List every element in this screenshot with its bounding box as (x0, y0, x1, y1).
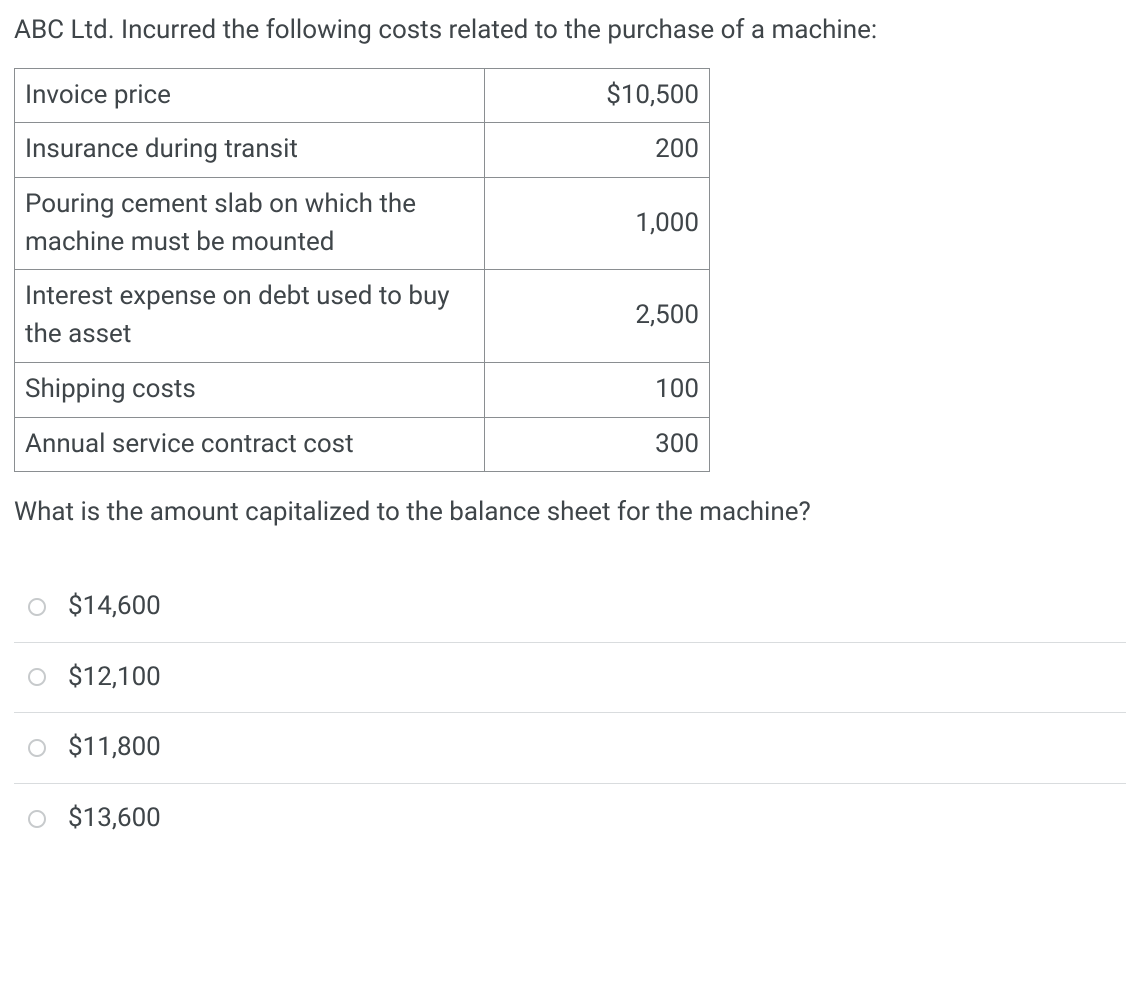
question-intro: ABC Ltd. Incurred the following costs re… (14, 12, 1126, 50)
radio-icon[interactable] (28, 810, 46, 828)
cost-value: 2,500 (485, 270, 710, 362)
radio-icon[interactable] (28, 668, 46, 686)
table-row: Insurance during transit 200 (15, 123, 710, 178)
radio-icon[interactable] (28, 598, 46, 616)
cost-label: Interest expense on debt used to buy the… (15, 270, 485, 362)
cost-table: Invoice price $10,500 Insurance during t… (14, 68, 710, 473)
option-label: $12,100 (68, 659, 161, 697)
cost-label: Invoice price (15, 68, 485, 123)
table-row: Interest expense on debt used to buy the… (15, 270, 710, 362)
answer-option[interactable]: $14,600 (14, 572, 1126, 643)
answer-options: $14,600 $12,100 $11,800 $13,600 (14, 572, 1126, 854)
cost-value: 100 (485, 362, 710, 417)
cost-label: Shipping costs (15, 362, 485, 417)
cost-value: 1,000 (485, 178, 710, 270)
table-row: Invoice price $10,500 (15, 68, 710, 123)
table-row: Shipping costs 100 (15, 362, 710, 417)
answer-option[interactable]: $13,600 (14, 784, 1126, 854)
cost-label: Pouring cement slab on which the machine… (15, 178, 485, 270)
answer-option[interactable]: $11,800 (14, 713, 1126, 784)
radio-icon[interactable] (28, 739, 46, 757)
table-row: Pouring cement slab on which the machine… (15, 178, 710, 270)
cost-value: $10,500 (485, 68, 710, 123)
option-label: $14,600 (68, 588, 161, 626)
cost-value: 200 (485, 123, 710, 178)
cost-value: 300 (485, 417, 710, 472)
question-prompt: What is the amount capitalized to the ba… (14, 494, 1126, 532)
cost-label: Insurance during transit (15, 123, 485, 178)
answer-option[interactable]: $12,100 (14, 643, 1126, 714)
table-row: Annual service contract cost 300 (15, 417, 710, 472)
option-label: $11,800 (68, 729, 161, 767)
cost-label: Annual service contract cost (15, 417, 485, 472)
option-label: $13,600 (68, 800, 161, 838)
